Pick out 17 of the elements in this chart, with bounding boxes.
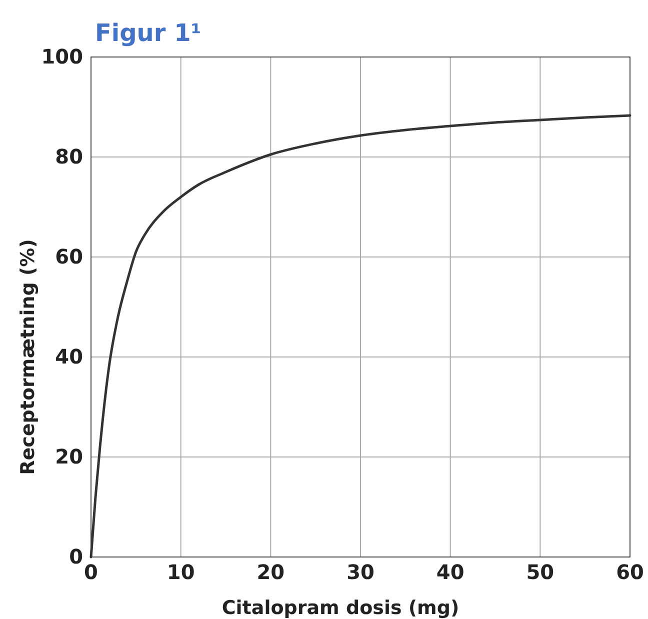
- x-tick-label: 50: [526, 560, 554, 584]
- y-tick-label: 0: [69, 544, 83, 568]
- chart-title: Figur 1¹: [95, 19, 202, 47]
- x-axis-title: Citalopram dosis (mg): [222, 597, 460, 619]
- x-tick-label: 20: [256, 560, 285, 584]
- y-tick-label: 100: [41, 44, 83, 68]
- x-tick-label: 10: [166, 560, 195, 584]
- y-tick-label: 60: [55, 244, 83, 268]
- y-tick-label: 80: [55, 144, 83, 168]
- line-series: [90, 114, 632, 558]
- x-tick-label: 0: [84, 560, 98, 584]
- y-tick-label: 20: [55, 444, 83, 468]
- y-axis-title: Receptormætning (%): [17, 239, 39, 475]
- y-tick-label: 40: [55, 344, 83, 368]
- x-tick-label: 30: [346, 560, 374, 584]
- x-tick-label: 40: [436, 560, 464, 584]
- x-tick-label: 60: [616, 560, 644, 584]
